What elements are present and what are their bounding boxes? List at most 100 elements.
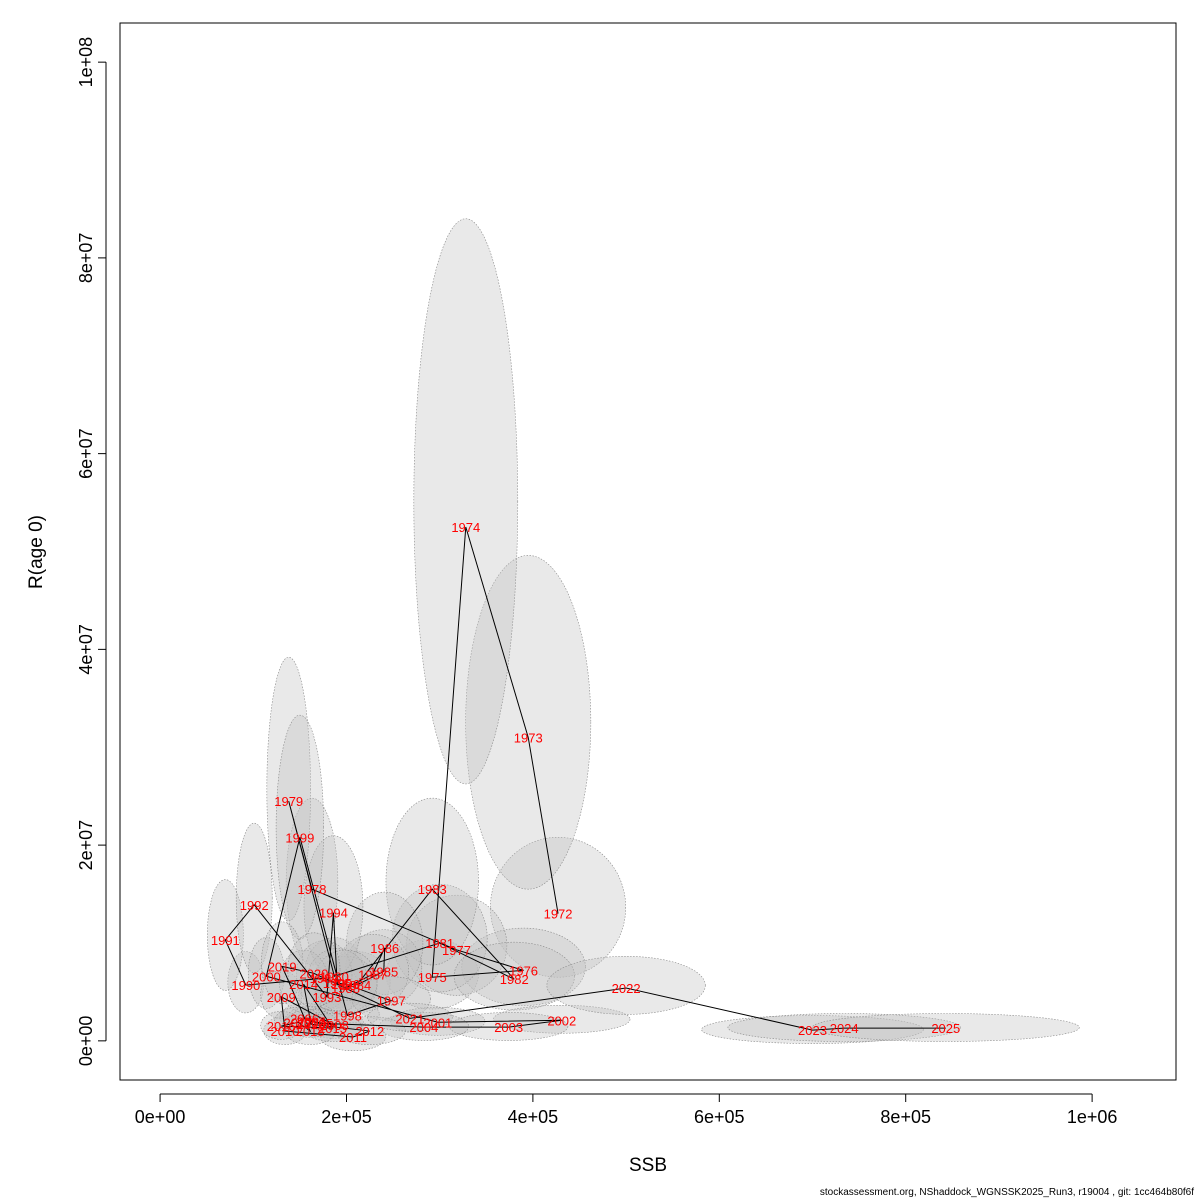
uncertainty-ellipse-1989 (295, 940, 353, 1010)
y-axis-title: R(age 0) (26, 515, 47, 589)
uncertainty-ellipse-1973 (465, 555, 592, 890)
year-label-1976: 1976 (509, 963, 538, 978)
uncertainty-ellipse-2023 (701, 1015, 924, 1044)
year-label-2005: 2005 (304, 1016, 333, 1031)
year-label-1997: 1997 (377, 994, 406, 1009)
year-label-1988: 1988 (331, 981, 360, 996)
year-label-1974: 1974 (451, 520, 480, 535)
uncertainty-ellipse-1992 (235, 822, 273, 974)
y-tick-label: 6e+07 (76, 428, 96, 479)
year-label-1998: 1998 (333, 1008, 362, 1023)
year-label-1979: 1979 (274, 794, 303, 809)
uncertainty-ellipse-2021 (367, 1002, 453, 1032)
year-label-2009: 2009 (267, 990, 296, 1005)
year-label-2007: 2007 (297, 1014, 326, 1029)
year-label-1973: 1973 (514, 730, 543, 745)
y-axis: 0e+00 2e+07 4e+07 6e+07 8e+07 1e+08 (76, 37, 107, 1067)
year-label-1996: 1996 (331, 977, 360, 992)
confidence-ellipses (207, 218, 1080, 1052)
uncertainty-ellipse-2000 (247, 937, 285, 1009)
uncertainty-ellipse-1972 (490, 836, 627, 978)
footer-note: stockassessment.org, NShaddock_WGNSSK202… (819, 1187, 1194, 1198)
year-label-2012: 2012 (355, 1024, 384, 1039)
uncertainty-ellipse-2004 (378, 1012, 469, 1041)
year-label-1989: 1989 (310, 971, 339, 986)
year-label-2025: 2025 (931, 1021, 960, 1036)
y-tick-label: 8e+07 (76, 233, 96, 284)
uncertainty-ellipse-1977 (405, 894, 508, 996)
year-label-1981: 1981 (425, 936, 454, 951)
year-labels: 1972 1973 1974 1975 1976 1977 1978 1979 1980 1981… (211, 520, 960, 1045)
year-label-1995: 1995 (323, 976, 352, 991)
y-tick-label: 4e+07 (76, 624, 96, 675)
y-tick-label: 2e+07 (76, 820, 96, 871)
year-label-1986: 1986 (370, 941, 399, 956)
year-label-1977: 1977 (442, 943, 471, 958)
year-label-1994: 1994 (319, 906, 348, 921)
year-label-2000: 2000 (252, 969, 281, 984)
uncertainty-ellipse-1983 (385, 797, 479, 966)
year-label-2020: 2020 (299, 966, 328, 981)
x-tick-label: 6e+05 (694, 1107, 745, 1127)
year-label-2021: 2021 (395, 1011, 424, 1026)
trajectory-line (224, 526, 946, 1038)
year-label-2008: 2008 (320, 1018, 349, 1033)
year-label-2024: 2024 (830, 1021, 859, 1036)
year-label-2023: 2023 (798, 1023, 827, 1038)
x-axis: 0e+00 2e+05 4e+05 6e+05 8e+05 1e+06 (135, 1093, 1117, 1127)
uncertainty-ellipse-1981 (391, 883, 488, 993)
year-label-1980: 1980 (320, 969, 349, 984)
year-label-2018: 2018 (296, 1024, 325, 1039)
y-tick-label: 0e+00 (76, 1016, 96, 1067)
x-tick-label: 4e+05 (508, 1107, 559, 1127)
year-label-1983: 1983 (418, 882, 447, 897)
x-tick-label: 8e+05 (880, 1107, 931, 1127)
year-label-1990: 1990 (231, 978, 260, 993)
year-label-2014: 2014 (289, 977, 318, 992)
year-label-2001: 2001 (423, 1015, 452, 1030)
uncertainty-ellipse-1974 (413, 218, 519, 785)
uncertainty-ellipse-2020 (287, 932, 341, 1008)
uncertainty-ellipse-2022 (546, 955, 706, 1015)
year-label-1985: 1985 (369, 964, 398, 979)
uncertainty-ellipse-1986 (346, 891, 424, 995)
year-label-2017: 2017 (284, 1015, 313, 1030)
uncertainty-ellipse-1982 (453, 941, 575, 1011)
year-label-1982: 1982 (500, 972, 529, 987)
uncertainty-ellipse-2017 (274, 1007, 322, 1036)
year-label-1991: 1991 (211, 933, 240, 948)
year-label-2019: 2019 (268, 959, 297, 974)
uncertainty-ellipse-2002 (493, 1004, 631, 1034)
year-label-2004: 2004 (409, 1020, 438, 1035)
year-label-1999: 1999 (285, 830, 314, 845)
uncertainty-ellipse-1991 (207, 879, 244, 991)
x-tick-label: 0e+00 (135, 1107, 186, 1127)
uncertainty-ellipse-1997 (351, 976, 431, 1022)
uncertainty-ellipse-2003 (449, 1012, 569, 1041)
x-axis-title: SSB (629, 1155, 667, 1176)
year-label-1987: 1987 (358, 967, 387, 982)
uncertainty-ellipse-1979 (266, 656, 311, 922)
year-label-1992: 1992 (240, 898, 269, 913)
year-label-2013: 2013 (297, 1017, 326, 1032)
year-label-1984: 1984 (342, 978, 371, 993)
year-label-1978: 1978 (298, 882, 327, 897)
year-label-2022: 2022 (612, 981, 641, 996)
year-label-2011: 2011 (339, 1030, 367, 1045)
x-tick-label: 2e+05 (321, 1107, 372, 1127)
uncertainty-ellipse-1994 (303, 835, 364, 978)
sr-trajectory (224, 526, 946, 1038)
plot-frame (119, 22, 1177, 1081)
year-label-2015: 2015 (318, 1021, 347, 1036)
y-tick-label: 1e+08 (76, 37, 96, 88)
uncertainty-ellipse-1976 (461, 927, 586, 1006)
year-label-2006: 2006 (290, 1011, 319, 1026)
year-label-1993: 1993 (312, 990, 341, 1005)
uncertainty-ellipse-2024 (727, 1013, 961, 1042)
year-label-1975: 1975 (418, 970, 447, 985)
year-label-2010: 2010 (271, 1024, 300, 1039)
year-label-2002: 2002 (547, 1013, 576, 1028)
year-label-2003: 2003 (494, 1020, 523, 1035)
uncertainty-ellipse-1990 (227, 951, 265, 1014)
